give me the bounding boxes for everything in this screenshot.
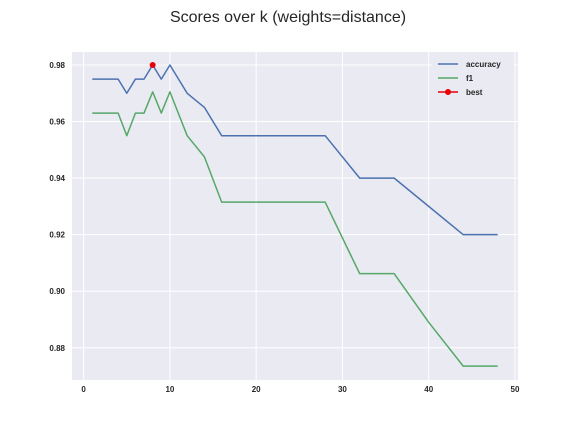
series-best	[149, 62, 156, 69]
y-tick-label: 0.96	[49, 118, 65, 127]
chart-title: Scores over k (weights=distance)	[170, 9, 406, 26]
grid	[72, 52, 518, 380]
legend-item-f1: f1	[438, 74, 474, 83]
series-line-f1	[92, 91, 498, 367]
x-tick-label: 20	[252, 385, 261, 394]
legend-box	[432, 56, 514, 102]
legend-marker	[445, 89, 451, 95]
point-best	[149, 62, 156, 69]
legend-label: f1	[466, 74, 474, 83]
y-tick-label: 0.94	[49, 174, 65, 183]
legend-label: accuracy	[466, 60, 501, 69]
x-tick-label: 50	[511, 385, 520, 394]
y-axis: 0.88 0.90 0.92 0.94 0.96 0.98	[49, 61, 65, 353]
legend-label: best	[466, 88, 483, 97]
x-tick-label: 30	[338, 385, 347, 394]
x-tick-label: 10	[165, 385, 174, 394]
series-layer	[92, 62, 498, 367]
y-tick-label: 0.98	[49, 61, 65, 70]
legend-item-accuracy: accuracy	[438, 60, 501, 69]
y-tick-label: 0.88	[49, 344, 65, 353]
series-accuracy	[92, 64, 498, 236]
legend-item-best: best	[438, 88, 483, 97]
y-tick-label: 0.90	[49, 287, 65, 296]
x-tick-label: 40	[424, 385, 433, 394]
x-tick-label: 0	[81, 385, 86, 394]
series-line-accuracy	[92, 64, 498, 236]
x-axis: 0 10 20 30 40 50	[81, 385, 520, 394]
legend: accuracy f1 best	[432, 56, 514, 102]
series-f1	[92, 91, 498, 367]
y-tick-label: 0.92	[49, 231, 65, 240]
